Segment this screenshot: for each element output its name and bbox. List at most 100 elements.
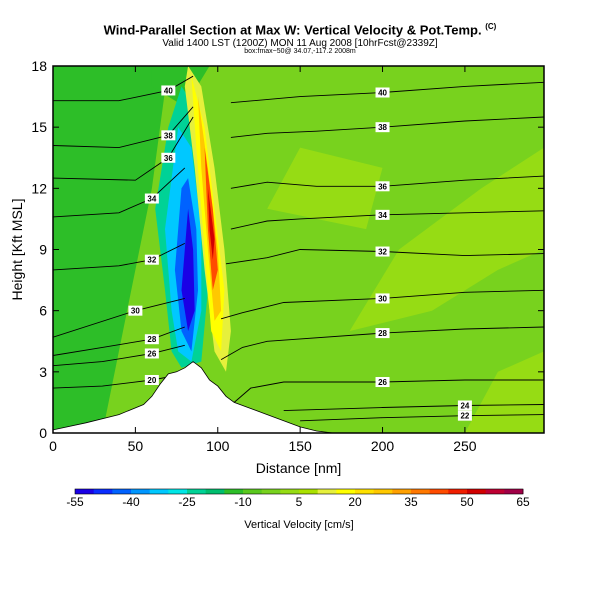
- colorbar-swatch: [299, 489, 319, 494]
- contour-label: 28: [378, 329, 387, 338]
- contour-label-bg: [457, 400, 472, 411]
- y-tick-label: 18: [31, 58, 47, 74]
- contour-label: 34: [378, 211, 387, 220]
- plot-area: 20 22 24 26 26 28 28 30 30 32 32 34 34 36 36 38 38 40 40: [53, 66, 544, 433]
- theta-contour-28: [220, 326, 544, 360]
- theta-contour-22: [300, 414, 544, 422]
- colorbar-tick-label: 35: [404, 495, 418, 509]
- contour-label: 28: [147, 335, 156, 344]
- contour-label-bg: [375, 181, 390, 192]
- y-tick-label: 9: [39, 242, 47, 258]
- contour-label-bg: [457, 410, 472, 421]
- contour-label-bg: [375, 122, 390, 133]
- x-tick-label: 100: [206, 438, 230, 454]
- theta-contour-34: [53, 167, 186, 218]
- contour-label-bg: [161, 85, 176, 96]
- contour-label: 38: [378, 123, 387, 132]
- contour-label-bg: [161, 130, 176, 141]
- vv-region-weak-descent-band: [53, 66, 169, 433]
- theta-contour-28: [53, 326, 185, 356]
- contour-label: 36: [378, 182, 387, 191]
- colorbar-tick-label: 65: [516, 495, 530, 509]
- colorbar-swatch: [485, 489, 505, 494]
- vv-region-moderate-ascent-zone: [349, 147, 544, 332]
- y-tick-label: 12: [31, 180, 47, 196]
- chart-title-text: Wind-Parallel Section at Max W: Vertical…: [103, 22, 482, 38]
- colorbar-swatch: [168, 489, 188, 494]
- y-tick-label: 6: [39, 303, 47, 319]
- colorbar-tick-label: 20: [348, 495, 362, 509]
- theta-contour-32: [53, 242, 185, 271]
- colorbar-swatch: [467, 489, 487, 494]
- colorbar-swatch: [224, 489, 244, 494]
- vv-region-updraft-core: [207, 188, 215, 260]
- contour-label: 22: [460, 412, 469, 421]
- colorbar-swatch: [261, 489, 281, 494]
- contour-label: 38: [164, 131, 173, 140]
- colorbar-swatch: [93, 489, 113, 494]
- contour-label-bg: [375, 328, 390, 339]
- contour-label: 20: [147, 376, 156, 385]
- contour-label: 32: [378, 248, 387, 257]
- colorbar-swatch: [75, 489, 95, 494]
- y-tick-label: 3: [39, 364, 47, 380]
- x-tick-label: 200: [371, 438, 395, 454]
- colorbar-swatch: [411, 489, 431, 494]
- y-axis-label: Height [Kft MSL]: [9, 199, 25, 301]
- contour-label: 40: [378, 89, 387, 98]
- theta-contour-32: [225, 249, 544, 265]
- x-tick-label: 150: [288, 438, 312, 454]
- contour-label: 40: [164, 86, 173, 95]
- colorbar-swatch: [429, 489, 449, 494]
- vv-region-weak-descent-upper: [151, 66, 210, 107]
- contour-label: 30: [131, 307, 140, 316]
- colorbar-swatch: [317, 489, 337, 494]
- contour-label-bg: [375, 246, 390, 257]
- theta-contour-36: [230, 175, 544, 189]
- theta-contour-38: [53, 106, 194, 149]
- colorbar-title: Vertical Velocity [cm/s]: [244, 519, 353, 531]
- contour-label-bg: [128, 305, 143, 316]
- colorbar-swatch: [187, 489, 207, 494]
- theta-contour-26: [53, 344, 185, 367]
- theta-contour-30: [220, 289, 544, 320]
- colorbar-swatch: [205, 489, 225, 494]
- colorbar-outline: [74, 488, 524, 495]
- colorbar-swatch: [504, 489, 524, 494]
- contour-label: 26: [147, 349, 156, 358]
- colorbar-tick-label: -25: [178, 495, 196, 509]
- colorbar-tick-label: 5: [296, 495, 303, 509]
- contour-label-bg: [375, 209, 390, 220]
- x-tick-label: 250: [453, 438, 477, 454]
- terrain-mask: [53, 361, 544, 433]
- x-tick-label: 50: [128, 438, 144, 454]
- contour-label-bg: [375, 293, 390, 304]
- y-tick-label: 0: [39, 425, 47, 441]
- colorbar-swatch: [243, 489, 263, 494]
- contour-label: 30: [378, 294, 387, 303]
- colorbar-tick-label: -10: [234, 495, 252, 509]
- potential-temperature-contours: 20 22 24 26 26 28 28 30 30 32 32 34 34 36 36 38 38 40 40: [53, 75, 544, 422]
- contour-label-bg: [144, 348, 159, 359]
- chart-subtitle: Valid 1400 LST (1200Z) MON 11 Aug 2008 […: [162, 38, 438, 49]
- theta-contour-24: [283, 404, 544, 412]
- colorbar-swatch: [336, 489, 356, 494]
- chart-title: Wind-Parallel Section at Max W: Vertical…: [0, 22, 600, 37]
- colorbar-swatch: [149, 489, 169, 494]
- contour-label-bg: [144, 193, 159, 204]
- colorbar-swatch: [448, 489, 468, 494]
- colorbar-swatch: [355, 489, 375, 494]
- colorbar-swatch: [112, 489, 132, 494]
- contour-label-bg: [375, 377, 390, 388]
- colorbar: -55 -40 -25 -10 5 20 35 50 65: [66, 488, 530, 509]
- contour-label-bg: [375, 87, 390, 98]
- contour-label-bg: [144, 254, 159, 265]
- theta-contour-26: [233, 379, 544, 403]
- y-tick-label: 15: [31, 119, 47, 135]
- theta-contour-34: [230, 210, 544, 230]
- colorbar-swatch: [392, 489, 412, 494]
- colorbar-tick-label: 50: [460, 495, 474, 509]
- x-axis-label: Distance [nm]: [256, 460, 342, 476]
